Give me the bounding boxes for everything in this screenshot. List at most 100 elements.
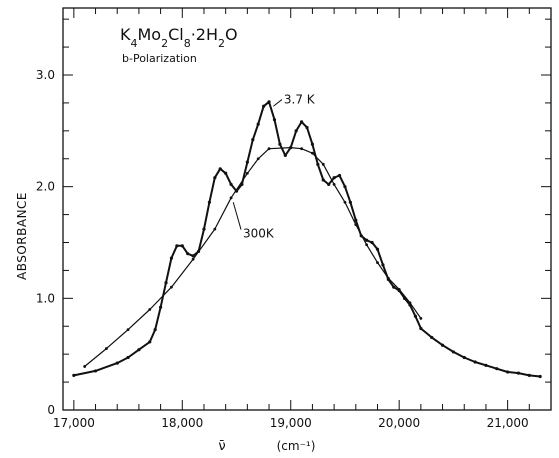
series-point-0: [310, 142, 315, 146]
series-point-1: [365, 243, 369, 247]
axis-ticks: [63, 8, 551, 410]
series-point-1: [311, 151, 314, 155]
series-line-0: [73, 100, 541, 378]
x-axis-symbol: ν̄: [218, 439, 225, 454]
series-point-0: [305, 125, 309, 130]
series-point-1: [170, 285, 173, 289]
series-point-0: [202, 227, 206, 231]
series-point-0: [169, 256, 174, 260]
series-point-0: [218, 167, 222, 171]
series-point-0: [343, 185, 347, 189]
series-point-0: [224, 171, 228, 175]
series-point-0: [370, 240, 374, 245]
series-point-1: [148, 308, 152, 311]
series-point-0: [381, 263, 385, 267]
series-point-1: [343, 200, 347, 204]
series-point-1: [256, 157, 260, 161]
series-point-1: [245, 171, 249, 175]
series-point-0: [506, 370, 510, 374]
series-point-0: [354, 218, 358, 222]
series-point-0: [251, 138, 255, 142]
x-tick-label: 19,000: [270, 416, 312, 430]
series-point-0: [419, 326, 423, 331]
series-point-0: [213, 176, 217, 180]
annotations: 3.7 K 300K: [232, 93, 316, 241]
series-point-0: [316, 162, 320, 166]
series-point-0: [180, 244, 184, 248]
series-point-1: [332, 183, 336, 186]
series-point-0: [327, 182, 331, 187]
annotation-leader-3-7k: [273, 99, 283, 107]
series-point-1: [354, 223, 358, 227]
y-tick-label: 0: [47, 403, 55, 417]
series-point-0: [159, 305, 163, 309]
data-series: [72, 100, 542, 379]
x-tick-label: 17,000: [53, 416, 95, 430]
series-point-1: [126, 328, 130, 331]
series-point-1: [191, 257, 195, 261]
series-point-0: [272, 118, 277, 122]
series-point-0: [256, 122, 260, 126]
series-point-1: [213, 227, 217, 231]
series-point-0: [72, 373, 76, 377]
x-tick-label: 20,000: [378, 416, 420, 430]
series-point-1: [300, 147, 303, 151]
y-axis-title: ABSORBANCE: [15, 192, 29, 280]
chart-title-formula: K4Mo2Cl8·2H2O: [120, 25, 238, 50]
series-point-1: [267, 147, 271, 151]
series-point-1: [386, 276, 390, 280]
series-point-1: [376, 261, 379, 264]
series-point-0: [413, 314, 418, 318]
series-point-0: [462, 355, 466, 360]
series-point-1: [397, 288, 401, 291]
chart-subtitle: b-Polarization: [122, 52, 197, 65]
series-line-1: [84, 147, 422, 367]
series-point-0: [440, 343, 445, 347]
series-point-0: [153, 328, 157, 332]
y-tick-label: 2.0: [36, 180, 55, 194]
series-point-0: [294, 129, 298, 133]
series-point-0: [473, 360, 477, 364]
series-point-0: [283, 153, 287, 157]
series-point-0: [148, 340, 152, 344]
axis-tick-labels: 17,000 18,000 19,000 20,000 21,000 0 1.0 2.0 3.0: [36, 68, 529, 430]
series-point-0: [93, 369, 98, 373]
series-point-0: [321, 178, 325, 182]
series-point-1: [83, 365, 87, 368]
series-point-0: [191, 254, 195, 258]
series-point-1: [289, 146, 293, 149]
y-tick-label: 1.0: [36, 291, 55, 305]
series-point-0: [348, 200, 352, 204]
series-point-0: [337, 173, 342, 178]
series-point-0: [516, 371, 521, 375]
series-point-0: [484, 363, 488, 367]
series-point-0: [126, 355, 130, 360]
series-point-0: [137, 348, 141, 352]
annotation-leader-300k: [232, 202, 242, 230]
series-point-0: [278, 142, 282, 146]
series-point-0: [365, 238, 369, 242]
series-point-0: [175, 244, 179, 248]
series-point-1: [419, 317, 423, 320]
plot-border: [62, 7, 552, 411]
series-point-0: [229, 182, 233, 187]
series-point-0: [245, 160, 249, 164]
annotation-3-7k: 3.7 K: [284, 93, 316, 107]
series-point-0: [299, 120, 304, 124]
series-point-1: [229, 196, 233, 200]
x-tick-label: 18,000: [161, 416, 203, 430]
series-point-0: [332, 176, 336, 180]
series-point-0: [262, 104, 266, 108]
series-point-0: [451, 350, 455, 354]
series-point-0: [495, 367, 499, 371]
series-point-1: [321, 162, 325, 166]
series-point-1: [408, 301, 412, 305]
annotation-300k: 300K: [243, 227, 275, 241]
series-point-0: [538, 374, 542, 379]
series-point-0: [392, 285, 396, 289]
series-point-0: [267, 100, 271, 104]
series-point-1: [104, 347, 108, 350]
plot-frame: [62, 7, 552, 411]
x-tick-label: 21,000: [487, 416, 529, 430]
